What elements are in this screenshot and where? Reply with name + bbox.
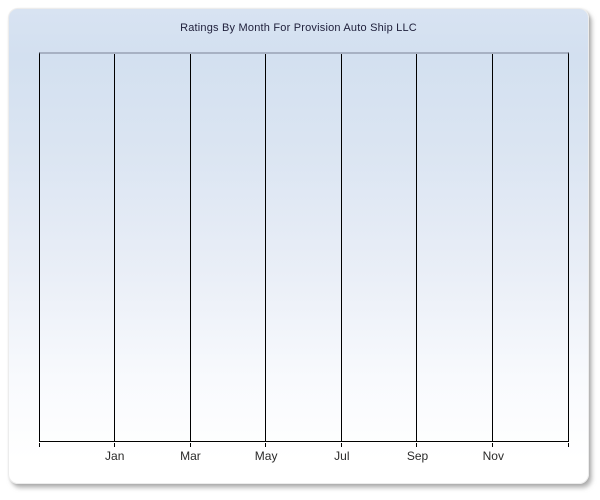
x-axis-tick	[114, 443, 116, 447]
x-axis-tick	[416, 443, 418, 447]
x-axis-label: May	[254, 449, 278, 463]
x-axis-tick	[189, 443, 191, 447]
gridline	[114, 54, 116, 441]
x-axis-tick	[265, 443, 267, 447]
x-axis-label: Jul	[334, 449, 350, 463]
x-axis-label: Nov	[482, 449, 504, 463]
chart-panel: Ratings By Month For Provision Auto Ship…	[8, 8, 589, 484]
gridline	[189, 54, 191, 441]
x-axis-tick	[491, 443, 493, 447]
x-axis-tick	[340, 443, 342, 447]
chart-title: Ratings By Month For Provision Auto Ship…	[180, 22, 417, 34]
gridline	[416, 54, 418, 441]
x-axis-label: Jan	[105, 449, 125, 463]
gridline	[340, 54, 342, 441]
x-axis-tick	[39, 443, 40, 447]
plot-area	[39, 52, 569, 447]
x-axis-tick	[568, 443, 569, 447]
x-axis-labels: Jan Mar May Jul Sep Nov	[39, 449, 569, 465]
x-axis-label: Sep	[406, 449, 429, 463]
gridline	[491, 54, 493, 441]
gridline	[265, 54, 267, 441]
x-axis-label: Mar	[180, 449, 201, 463]
